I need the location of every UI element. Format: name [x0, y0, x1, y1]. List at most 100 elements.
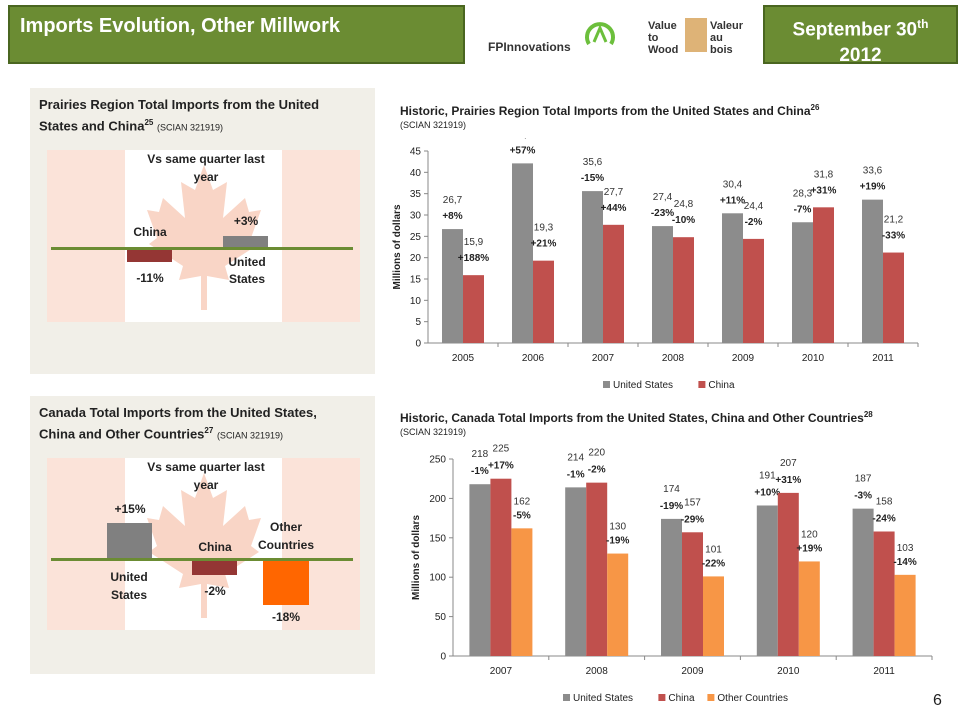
y-tick-label: 40	[410, 168, 422, 179]
prairies-us-label: United States	[228, 255, 266, 286]
prairies-historic-chart: 0 5 10 15 20 25 30 35 40 45 Millions of dollars 200…	[392, 138, 919, 391]
x-tick-label: 2005	[452, 353, 475, 364]
data-label: 101	[705, 544, 722, 555]
canada-historic-chart: 0 50 100 150 200 250 Millions of dollars 2007 21…	[411, 444, 933, 704]
change-label: -5%	[513, 510, 531, 521]
data-label: 225	[493, 444, 510, 455]
data-label: 191	[759, 470, 776, 481]
data-label: 218	[472, 449, 489, 460]
x-tick-label: 2009	[732, 353, 755, 364]
data-label: 15,9	[464, 237, 484, 248]
data-label: 174	[663, 484, 680, 495]
fpinnovations-logo-icon	[585, 22, 615, 46]
x-tick-label: 2007	[490, 666, 513, 677]
chart1-title: Historic, Prairies Region Total Imports …	[400, 103, 820, 118]
x-tick-label: 2010	[802, 353, 825, 364]
data-label: 27,7	[604, 187, 624, 198]
data-label: 30,4	[723, 179, 743, 190]
data-label: 120	[801, 529, 818, 540]
bar-other-countries	[511, 528, 533, 656]
x-tick-label: 2010	[777, 666, 800, 677]
canada-subtitle: Vs same quarter last year	[147, 460, 265, 492]
bar-united-states	[582, 191, 603, 343]
x-tick-label: 2006	[522, 353, 545, 364]
change-label: -2%	[745, 217, 763, 228]
canada-other-value: -18%	[271, 610, 300, 624]
prairies-china-label: China	[133, 225, 167, 239]
y-tick-label: 200	[429, 494, 446, 505]
value-to-wood-logo-text: Value to Wood	[648, 20, 679, 56]
bar-china	[603, 224, 624, 343]
data-label: 33,6	[863, 166, 883, 177]
data-label: 27,4	[653, 192, 673, 203]
canada-china-label: China	[198, 540, 232, 554]
data-label: 21,2	[884, 215, 904, 226]
page-title: Imports Evolution, Other Millwork	[20, 15, 341, 37]
x-tick-label: 2011	[873, 666, 895, 677]
y-axis-label: Millions of dollars	[411, 515, 422, 600]
prairies-summary-title: Prairies Region Total Imports from the U…	[39, 97, 320, 134]
y-tick-label: 10	[410, 296, 422, 307]
legend-label: United States	[573, 693, 633, 704]
bar-united-states	[862, 199, 883, 343]
bar-united-states	[565, 487, 587, 656]
canada-us-label: United States	[110, 570, 148, 602]
data-label: 26,7	[443, 195, 463, 206]
bar-united-states	[661, 518, 682, 656]
change-label: -22%	[702, 558, 725, 569]
legend-swatch	[698, 381, 706, 388]
report-date: September 30th 2012	[763, 5, 958, 67]
date-year: 2012	[839, 45, 882, 67]
change-label: -33%	[882, 231, 905, 242]
x-tick-label: 2008	[586, 666, 609, 677]
prairies-china-value: -11%	[136, 271, 164, 285]
data-label: 24,4	[744, 201, 764, 212]
change-label: -1%	[471, 466, 489, 477]
canada-us-bar	[107, 523, 152, 558]
canada-china-bar	[192, 561, 237, 575]
change-label: +21%	[531, 239, 557, 250]
y-tick-label: 250	[429, 455, 446, 466]
canada-flag-background: Vs same quarter last year +15% United St…	[47, 458, 360, 630]
bar-united-states	[852, 508, 874, 656]
change-label: +8%	[442, 211, 462, 222]
value-to-wood-logo-icon	[685, 18, 707, 52]
data-label: 157	[684, 497, 701, 508]
bar-china	[673, 237, 694, 343]
legend-label: China	[708, 380, 735, 391]
summary-baseline	[51, 558, 353, 561]
prairies-us-value: +3%	[233, 214, 259, 228]
change-label: -23%	[651, 208, 674, 219]
change-label: -15%	[581, 173, 604, 184]
change-label: +11%	[720, 195, 745, 206]
y-tick-label: 100	[429, 573, 446, 584]
change-label: +57%	[510, 145, 536, 156]
bar-other-countries	[607, 553, 629, 656]
legend-label: China	[668, 693, 695, 704]
x-tick-label: 2009	[681, 666, 704, 677]
change-label: -2%	[588, 465, 606, 476]
data-label: 42,1	[513, 138, 533, 140]
data-label: 220	[588, 448, 605, 459]
change-label: +31%	[811, 185, 837, 196]
data-label: 187	[855, 474, 872, 485]
change-label: +44%	[601, 203, 627, 214]
y-tick-label: 0	[415, 339, 421, 350]
data-label: 28,3	[793, 188, 813, 199]
change-label: -3%	[854, 491, 872, 502]
bar-united-states	[442, 229, 463, 343]
change-label: +31%	[775, 475, 801, 486]
bar-china	[490, 478, 512, 656]
canada-us-value: +15%	[114, 502, 146, 516]
legend-label: United States	[613, 380, 673, 391]
legend-swatch	[707, 694, 715, 701]
change-label: -19%	[606, 536, 629, 547]
bar-china	[533, 260, 554, 343]
page-number: 6	[933, 692, 942, 709]
chart2-subtitle: (SCIAN 321919)	[400, 427, 467, 437]
data-label: 162	[514, 496, 531, 507]
bar-china	[813, 207, 834, 343]
date-sup: th	[917, 17, 929, 31]
page-title-bar: Imports Evolution, Other Millwork	[8, 5, 465, 64]
x-tick-label: 2011	[872, 353, 894, 364]
